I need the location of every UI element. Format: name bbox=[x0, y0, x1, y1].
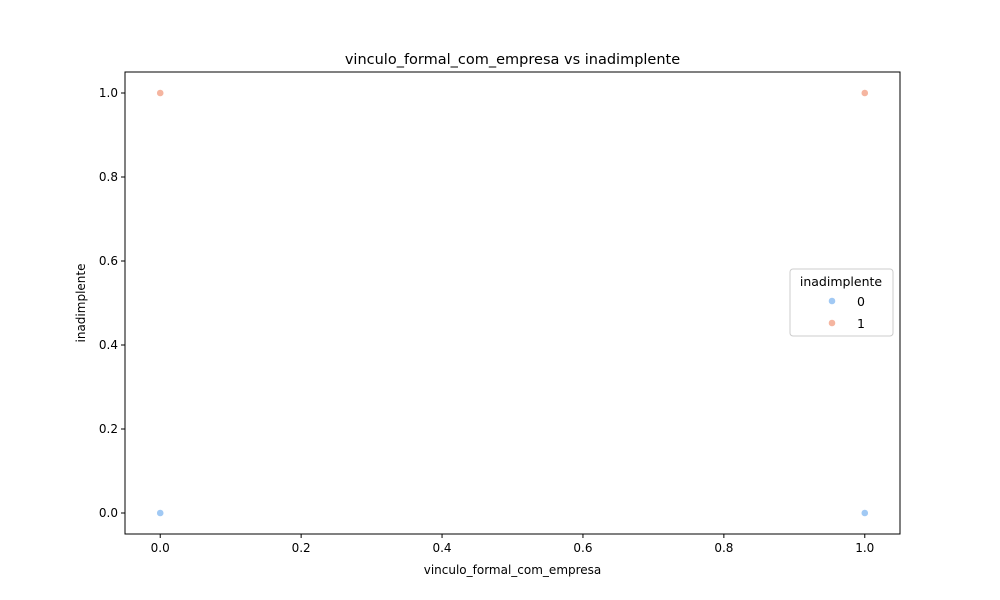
chart-title: vinculo_formal_com_empresa vs inadimplen… bbox=[345, 52, 680, 68]
data-point bbox=[860, 89, 869, 97]
y-axis: 0.0 0.2 0.4 0.6 0.8 1.0 bbox=[99, 86, 125, 520]
legend-box bbox=[789, 268, 894, 337]
legend-marker bbox=[828, 319, 836, 327]
y-tick-label: 0.2 bbox=[99, 422, 118, 436]
y-tick-label: 0.0 bbox=[99, 506, 118, 520]
x-tick-label: 0.2 bbox=[292, 541, 311, 555]
x-tick-label: 0.0 bbox=[151, 541, 170, 555]
legend-entry: 0 bbox=[857, 294, 865, 309]
data-point bbox=[860, 509, 869, 517]
x-tick-label: 0.8 bbox=[714, 541, 733, 555]
y-tick-label: 0.8 bbox=[99, 170, 118, 184]
legend-title: inadimplente bbox=[800, 274, 883, 289]
x-tick-label: 0.4 bbox=[432, 541, 451, 555]
x-tick-label: 0.6 bbox=[573, 541, 592, 555]
legend-entry: 1 bbox=[857, 316, 865, 331]
data-points bbox=[156, 89, 869, 517]
x-axis-label: vinculo_formal_com_empresa bbox=[424, 563, 602, 577]
y-axis-label: inadimplente bbox=[74, 264, 88, 343]
x-tick-label: 1.0 bbox=[855, 541, 874, 555]
data-point bbox=[156, 509, 165, 517]
plot-area bbox=[124, 71, 901, 535]
x-axis: 0.0 0.2 0.4 0.6 0.8 1.0 bbox=[151, 534, 874, 555]
y-tick-label: 1.0 bbox=[99, 86, 118, 100]
data-point bbox=[156, 89, 165, 97]
plot-frame bbox=[124, 71, 901, 535]
y-tick-label: 0.4 bbox=[99, 338, 118, 352]
legend: inadimplente 0 1 bbox=[789, 268, 894, 337]
y-tick-label: 0.6 bbox=[99, 254, 118, 268]
legend-marker bbox=[828, 297, 836, 305]
